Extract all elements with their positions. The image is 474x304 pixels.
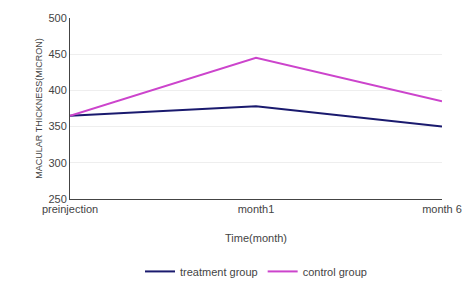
svg-text:MACULAR THICKNESS(MICRON): MACULAR THICKNESS(MICRON) (34, 38, 44, 178)
svg-text:400: 400 (48, 84, 66, 96)
svg-text:300: 300 (48, 157, 66, 169)
svg-text:500: 500 (48, 12, 66, 24)
svg-text:month 6: month 6 (422, 203, 462, 215)
svg-text:preinjection: preinjection (42, 203, 98, 215)
svg-text:Time(month): Time(month) (225, 232, 287, 244)
svg-text:450: 450 (48, 48, 66, 60)
svg-text:control group: control group (303, 266, 367, 278)
svg-text:month1: month1 (238, 203, 275, 215)
svg-text:250: 250 (48, 193, 66, 205)
svg-text:treatment group: treatment group (180, 266, 258, 278)
svg-text:350: 350 (48, 120, 66, 132)
